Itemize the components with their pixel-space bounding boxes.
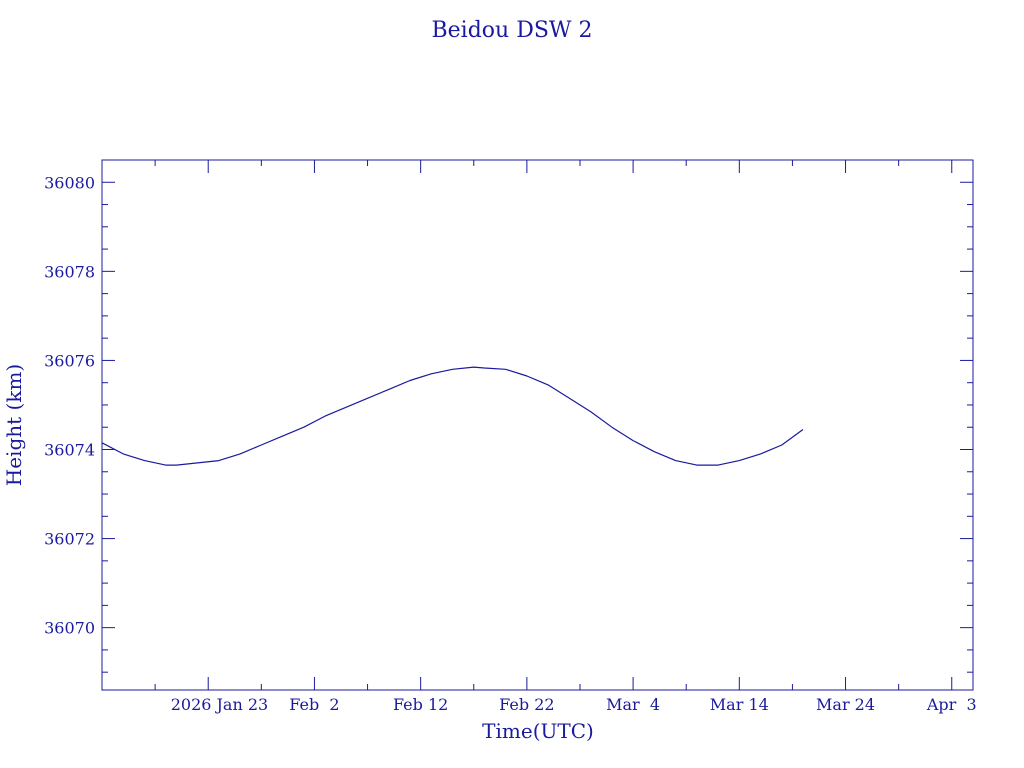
x-tick-label: Feb 22 <box>499 695 554 714</box>
x-axis-title: Time(UTC) <box>482 719 594 743</box>
x-tick-label: Apr 3 <box>926 695 977 714</box>
x-tick-label: Mar 4 <box>606 695 660 714</box>
x-tick-label: Mar 14 <box>710 695 769 714</box>
y-axis-title: Height (km) <box>2 364 26 486</box>
chart-title: Beidou DSW 2 <box>431 18 592 43</box>
plot-frame <box>101 159 974 691</box>
x-tick-label: Mar 24 <box>816 695 875 714</box>
y-tick-label: 36072 <box>44 530 95 549</box>
y-tick-label: 36070 <box>44 619 95 638</box>
series-line <box>101 366 804 466</box>
y-tick-label: 36078 <box>44 262 95 281</box>
x-axis: 2026 Jan 23 Feb 2 Feb 12 Feb 22 Mar 4 Mar 14 M… <box>101 160 977 714</box>
x-tick-label: Feb 2 <box>289 695 339 714</box>
y-tick-label: 36076 <box>44 351 95 370</box>
y-axis: 36070 36072 36074 36076 36078 36080 <box>44 159 973 673</box>
y-tick-label: 36080 <box>44 173 95 192</box>
x-tick-label: Feb 12 <box>393 695 448 714</box>
y-tick-label: 36074 <box>44 440 95 459</box>
series-group <box>101 366 804 466</box>
x-tick-label: 2026 Jan 23 <box>171 695 269 714</box>
